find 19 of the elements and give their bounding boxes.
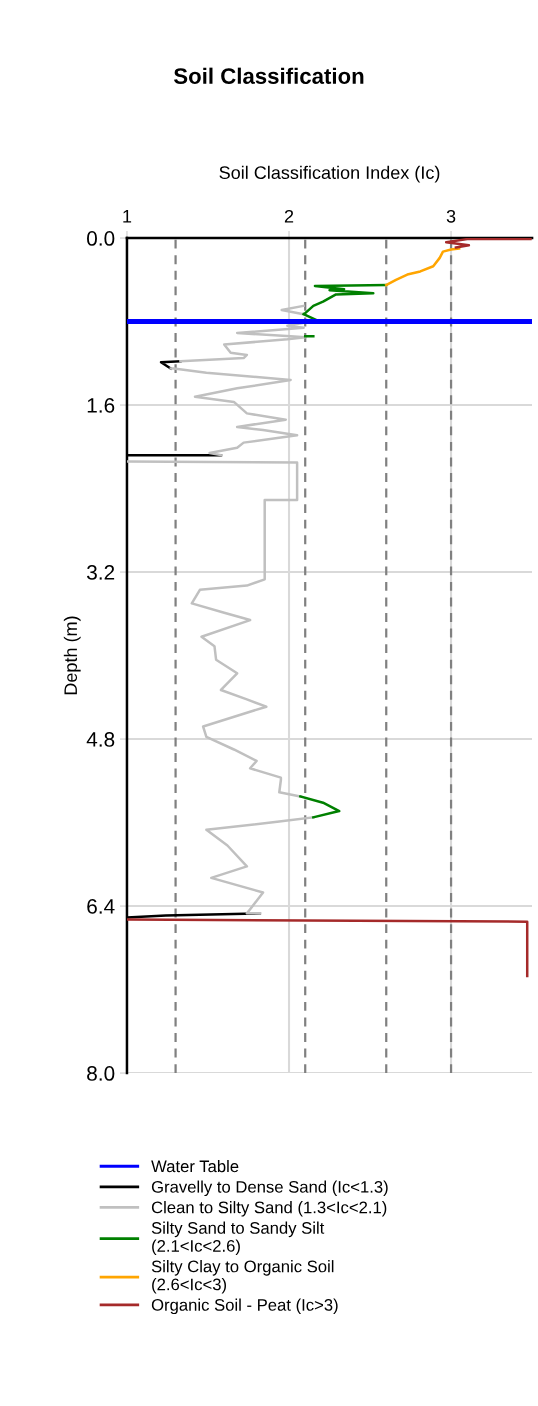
legend-label: Organic Soil - Peat (Ic>3) bbox=[151, 1298, 338, 1315]
x-tick-label: 2 bbox=[284, 209, 294, 223]
y-axis-title: Depth (m) bbox=[63, 616, 81, 695]
x-tick-label: 3 bbox=[446, 209, 456, 223]
legend-label: Silty Clay to Organic Soil (2.6<Ic<3) bbox=[151, 1260, 334, 1294]
legend-label: Gravelly to Dense Sand (Ic<1.3) bbox=[151, 1180, 388, 1197]
x-tick-label: 1 bbox=[123, 210, 132, 223]
y-tick-label: 0.0 bbox=[87, 231, 115, 246]
y-tick-label: 4.8 bbox=[86, 732, 115, 747]
y-tick-label: 3.2 bbox=[87, 565, 115, 580]
legend-label: Silty Sand to Sandy Silt (2.1<Ic<2.6) bbox=[151, 1221, 325, 1256]
legend-label: Water Table bbox=[151, 1160, 239, 1173]
x-axis-title: Soil Classification Index (Ic) bbox=[219, 165, 440, 183]
chart-title: Soil Classification bbox=[173, 67, 364, 84]
y-tick-label: 8.0 bbox=[87, 1066, 115, 1081]
line-series bbox=[384, 247, 461, 287]
y-tick-label: 6.4 bbox=[87, 899, 115, 914]
legend-label: Clean to Silty Sand (1.3<Ic<2.1) bbox=[151, 1201, 387, 1217]
y-tick-label: 1.6 bbox=[87, 398, 115, 413]
